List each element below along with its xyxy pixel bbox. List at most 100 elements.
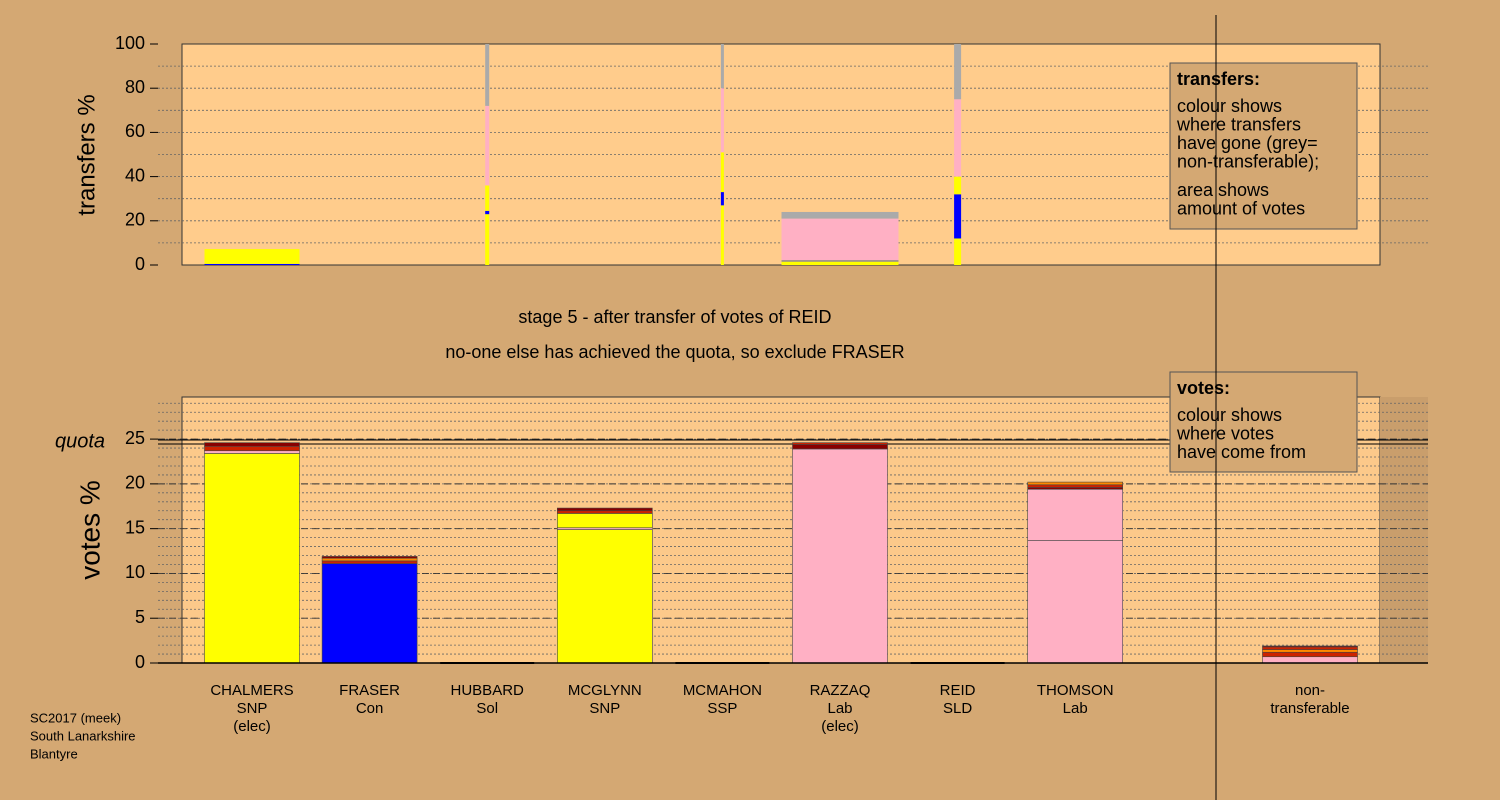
bar-segment bbox=[720, 192, 724, 206]
note-text: colour shows bbox=[1177, 96, 1282, 116]
bar-segment bbox=[204, 445, 300, 452]
bar-segment bbox=[954, 238, 962, 265]
bar-segment bbox=[485, 214, 490, 265]
note-box bbox=[1169, 371, 1358, 473]
x-tick-label: SLD bbox=[943, 700, 972, 717]
x-tick-label: MCGLYNN bbox=[568, 682, 642, 699]
footer: SC2017 (meek) bbox=[30, 710, 121, 725]
footer: Blantyre bbox=[30, 746, 78, 761]
bar-segment bbox=[485, 44, 490, 106]
bar-segment bbox=[556, 507, 653, 512]
y-tick-label: 5 bbox=[135, 607, 145, 627]
bar-segment bbox=[792, 442, 888, 445]
note-text: where transfers bbox=[1176, 114, 1301, 134]
y-tick-label: 0 bbox=[135, 652, 145, 672]
bar-segment bbox=[556, 513, 653, 529]
note-text: have gone (grey= bbox=[1177, 133, 1318, 153]
y-tick-label: 25 bbox=[125, 428, 145, 448]
bar-segment bbox=[781, 218, 899, 261]
bar-segment bbox=[204, 442, 300, 447]
stage-message: no-one else has achieved the quota, so e… bbox=[445, 342, 904, 362]
y-axis-label: votes % bbox=[74, 480, 105, 580]
footer: South Lanarkshire bbox=[30, 728, 136, 743]
x-tick-label: SNP bbox=[237, 700, 268, 717]
bar-segment bbox=[204, 453, 300, 664]
bar-segment bbox=[485, 105, 490, 186]
note-title: votes: bbox=[1177, 378, 1230, 398]
x-tick-label: REID bbox=[940, 682, 976, 699]
bar-segment bbox=[204, 450, 300, 454]
bar-segment bbox=[792, 448, 888, 664]
bar-segment bbox=[321, 556, 418, 559]
note-text: colour shows bbox=[1177, 405, 1282, 425]
bar-segment bbox=[321, 563, 418, 664]
x-tick-label: RAZZAQ bbox=[810, 682, 871, 699]
bar-segment bbox=[321, 557, 418, 562]
bar-segment bbox=[485, 185, 490, 211]
note-text: where votes bbox=[1176, 423, 1274, 443]
y-tick-label: 0 bbox=[135, 254, 145, 274]
y-tick-label: 100 bbox=[115, 33, 145, 53]
bar-segment bbox=[204, 249, 300, 264]
x-tick-label: Con bbox=[356, 700, 384, 717]
note-text: area shows bbox=[1177, 180, 1269, 200]
note-title: transfers: bbox=[1177, 69, 1260, 89]
y-axis-label: transfers % bbox=[73, 94, 100, 215]
bar-segment bbox=[720, 205, 724, 265]
x-tick-label: transferable bbox=[1270, 700, 1349, 717]
bar-segment bbox=[485, 210, 490, 215]
bar-segment bbox=[781, 261, 899, 265]
y-tick-label: 10 bbox=[125, 562, 145, 582]
bar-segment bbox=[954, 194, 962, 239]
bar-segment bbox=[1262, 646, 1358, 650]
bar-segment bbox=[954, 44, 962, 100]
y-tick-label: 60 bbox=[125, 121, 145, 141]
outside-area bbox=[1380, 397, 1428, 663]
bar-segment bbox=[720, 152, 724, 193]
bar-segment bbox=[556, 510, 653, 514]
bar-segment bbox=[781, 211, 899, 219]
note-text: amount of votes bbox=[1177, 198, 1305, 218]
x-tick-label: Sol bbox=[476, 700, 498, 717]
bar-segment bbox=[321, 560, 418, 564]
bar-segment bbox=[1027, 481, 1123, 486]
stage-message: stage 5 - after transfer of votes of REI… bbox=[518, 307, 831, 327]
y-tick-label: 20 bbox=[125, 210, 145, 230]
bar-segment bbox=[1262, 656, 1358, 664]
bar-segment bbox=[1262, 651, 1358, 658]
x-tick-label: non- bbox=[1295, 682, 1325, 699]
x-tick-label: CHALMERS bbox=[210, 682, 293, 699]
x-tick-label: Lab bbox=[1063, 700, 1088, 717]
x-tick-label: (elec) bbox=[233, 718, 271, 735]
bar-segment bbox=[1027, 539, 1123, 664]
y-tick-label: 80 bbox=[125, 77, 145, 97]
bar-segment bbox=[204, 263, 300, 265]
x-tick-label: SNP bbox=[589, 700, 620, 717]
quota-label: quota bbox=[55, 430, 105, 452]
x-tick-label: (elec) bbox=[821, 718, 859, 735]
bar-segment bbox=[720, 44, 724, 89]
bar-segment bbox=[954, 176, 962, 195]
x-tick-label: HUBBARD bbox=[451, 682, 525, 699]
bar-segment bbox=[720, 88, 724, 153]
bar-segment bbox=[781, 260, 899, 262]
x-tick-label: SSP bbox=[707, 700, 737, 717]
bar-segment bbox=[954, 99, 962, 177]
note-text: non-transferable); bbox=[1177, 151, 1319, 171]
bar-segment bbox=[556, 529, 653, 664]
x-tick-label: THOMSON bbox=[1037, 682, 1114, 699]
note-text: have come from bbox=[1177, 442, 1306, 462]
x-tick-label: MCMAHON bbox=[683, 682, 762, 699]
note-box bbox=[1169, 62, 1358, 230]
y-tick-label: 15 bbox=[125, 517, 145, 537]
x-tick-label: FRASER bbox=[339, 682, 400, 699]
bar-segment bbox=[1262, 645, 1358, 648]
bar-segment bbox=[792, 444, 888, 450]
y-tick-label: 20 bbox=[125, 473, 145, 493]
y-tick-label: 40 bbox=[125, 165, 145, 185]
bar-segment bbox=[1262, 649, 1358, 653]
x-tick-label: Lab bbox=[827, 700, 852, 717]
bar-segment bbox=[1027, 488, 1123, 541]
bar-segment bbox=[1027, 484, 1123, 488]
